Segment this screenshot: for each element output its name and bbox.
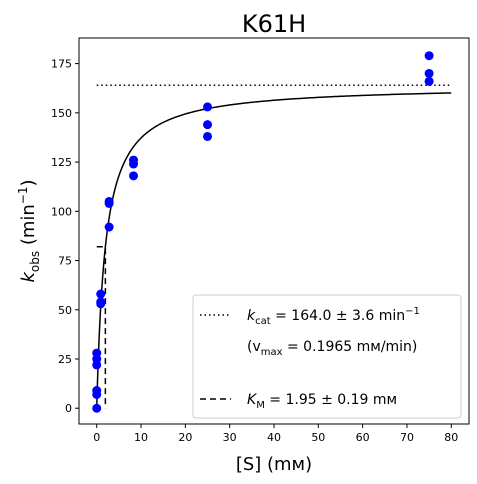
y-axis-ticks: 0 25 50 75 100 125 150 175 <box>51 58 79 415</box>
y-tick-label: 50 <box>58 304 72 317</box>
y-axis-title-sub: obs <box>28 251 42 272</box>
km-dashed-line <box>96 246 107 409</box>
data-point <box>104 196 114 206</box>
y-axis-title-k: k <box>18 271 39 283</box>
x-axis-ticks: 0 10 20 30 40 50 60 70 80 <box>93 424 458 444</box>
y-tick-label: 175 <box>51 58 72 71</box>
data-point <box>203 102 213 112</box>
data-point <box>92 403 102 413</box>
data-point <box>92 386 102 396</box>
legend-kcat-label: kcat = 164.0 ± 3.6 min−1 <box>247 306 420 327</box>
y-tick-label: 150 <box>51 107 72 120</box>
data-point <box>104 222 114 232</box>
data-point <box>424 51 434 61</box>
x-tick-label: 80 <box>444 431 458 444</box>
y-axis-title: kobs (min−1) <box>16 179 42 282</box>
y-tick-label: 125 <box>51 156 72 169</box>
x-tick-label: 0 <box>93 431 100 444</box>
x-tick-label: 70 <box>400 431 414 444</box>
x-tick-label: 10 <box>134 431 148 444</box>
x-tick-label: 60 <box>356 431 370 444</box>
data-point <box>96 289 106 299</box>
data-points <box>92 51 434 413</box>
y-axis-title-close: ) <box>18 179 39 186</box>
data-point <box>129 171 139 181</box>
x-tick-label: 50 <box>311 431 325 444</box>
y-tick-label: 75 <box>58 255 72 268</box>
y-tick-label: 100 <box>51 205 72 218</box>
y-tick-label: 25 <box>58 353 72 366</box>
data-point <box>203 131 213 141</box>
data-point <box>92 348 102 358</box>
data-point <box>96 297 106 307</box>
x-tick-label: 20 <box>178 431 192 444</box>
michaelis-menten-fit-curve <box>95 92 452 409</box>
data-point <box>424 76 434 86</box>
x-tick-label: 30 <box>223 431 237 444</box>
y-axis-title-rest: (min <box>18 204 39 251</box>
y-tick-label: 0 <box>65 402 72 415</box>
x-axis-title: [S] (mм) <box>236 454 312 475</box>
legend: kcat = 164.0 ± 3.6 min−1 (vmax = 0.1965 … <box>192 294 462 419</box>
y-axis-title-sup: −1 <box>16 186 30 204</box>
legend-box <box>192 294 462 419</box>
legend-km-label: KM = 1.95 ± 0.19 mм <box>247 392 397 411</box>
chart-title: K61H <box>242 10 306 38</box>
data-point <box>424 68 434 78</box>
data-point <box>129 155 139 165</box>
data-point <box>203 120 213 130</box>
legend-vmax-label: (vmax = 0.1965 mм/min) <box>247 339 417 358</box>
x-tick-label: 40 <box>267 431 281 444</box>
